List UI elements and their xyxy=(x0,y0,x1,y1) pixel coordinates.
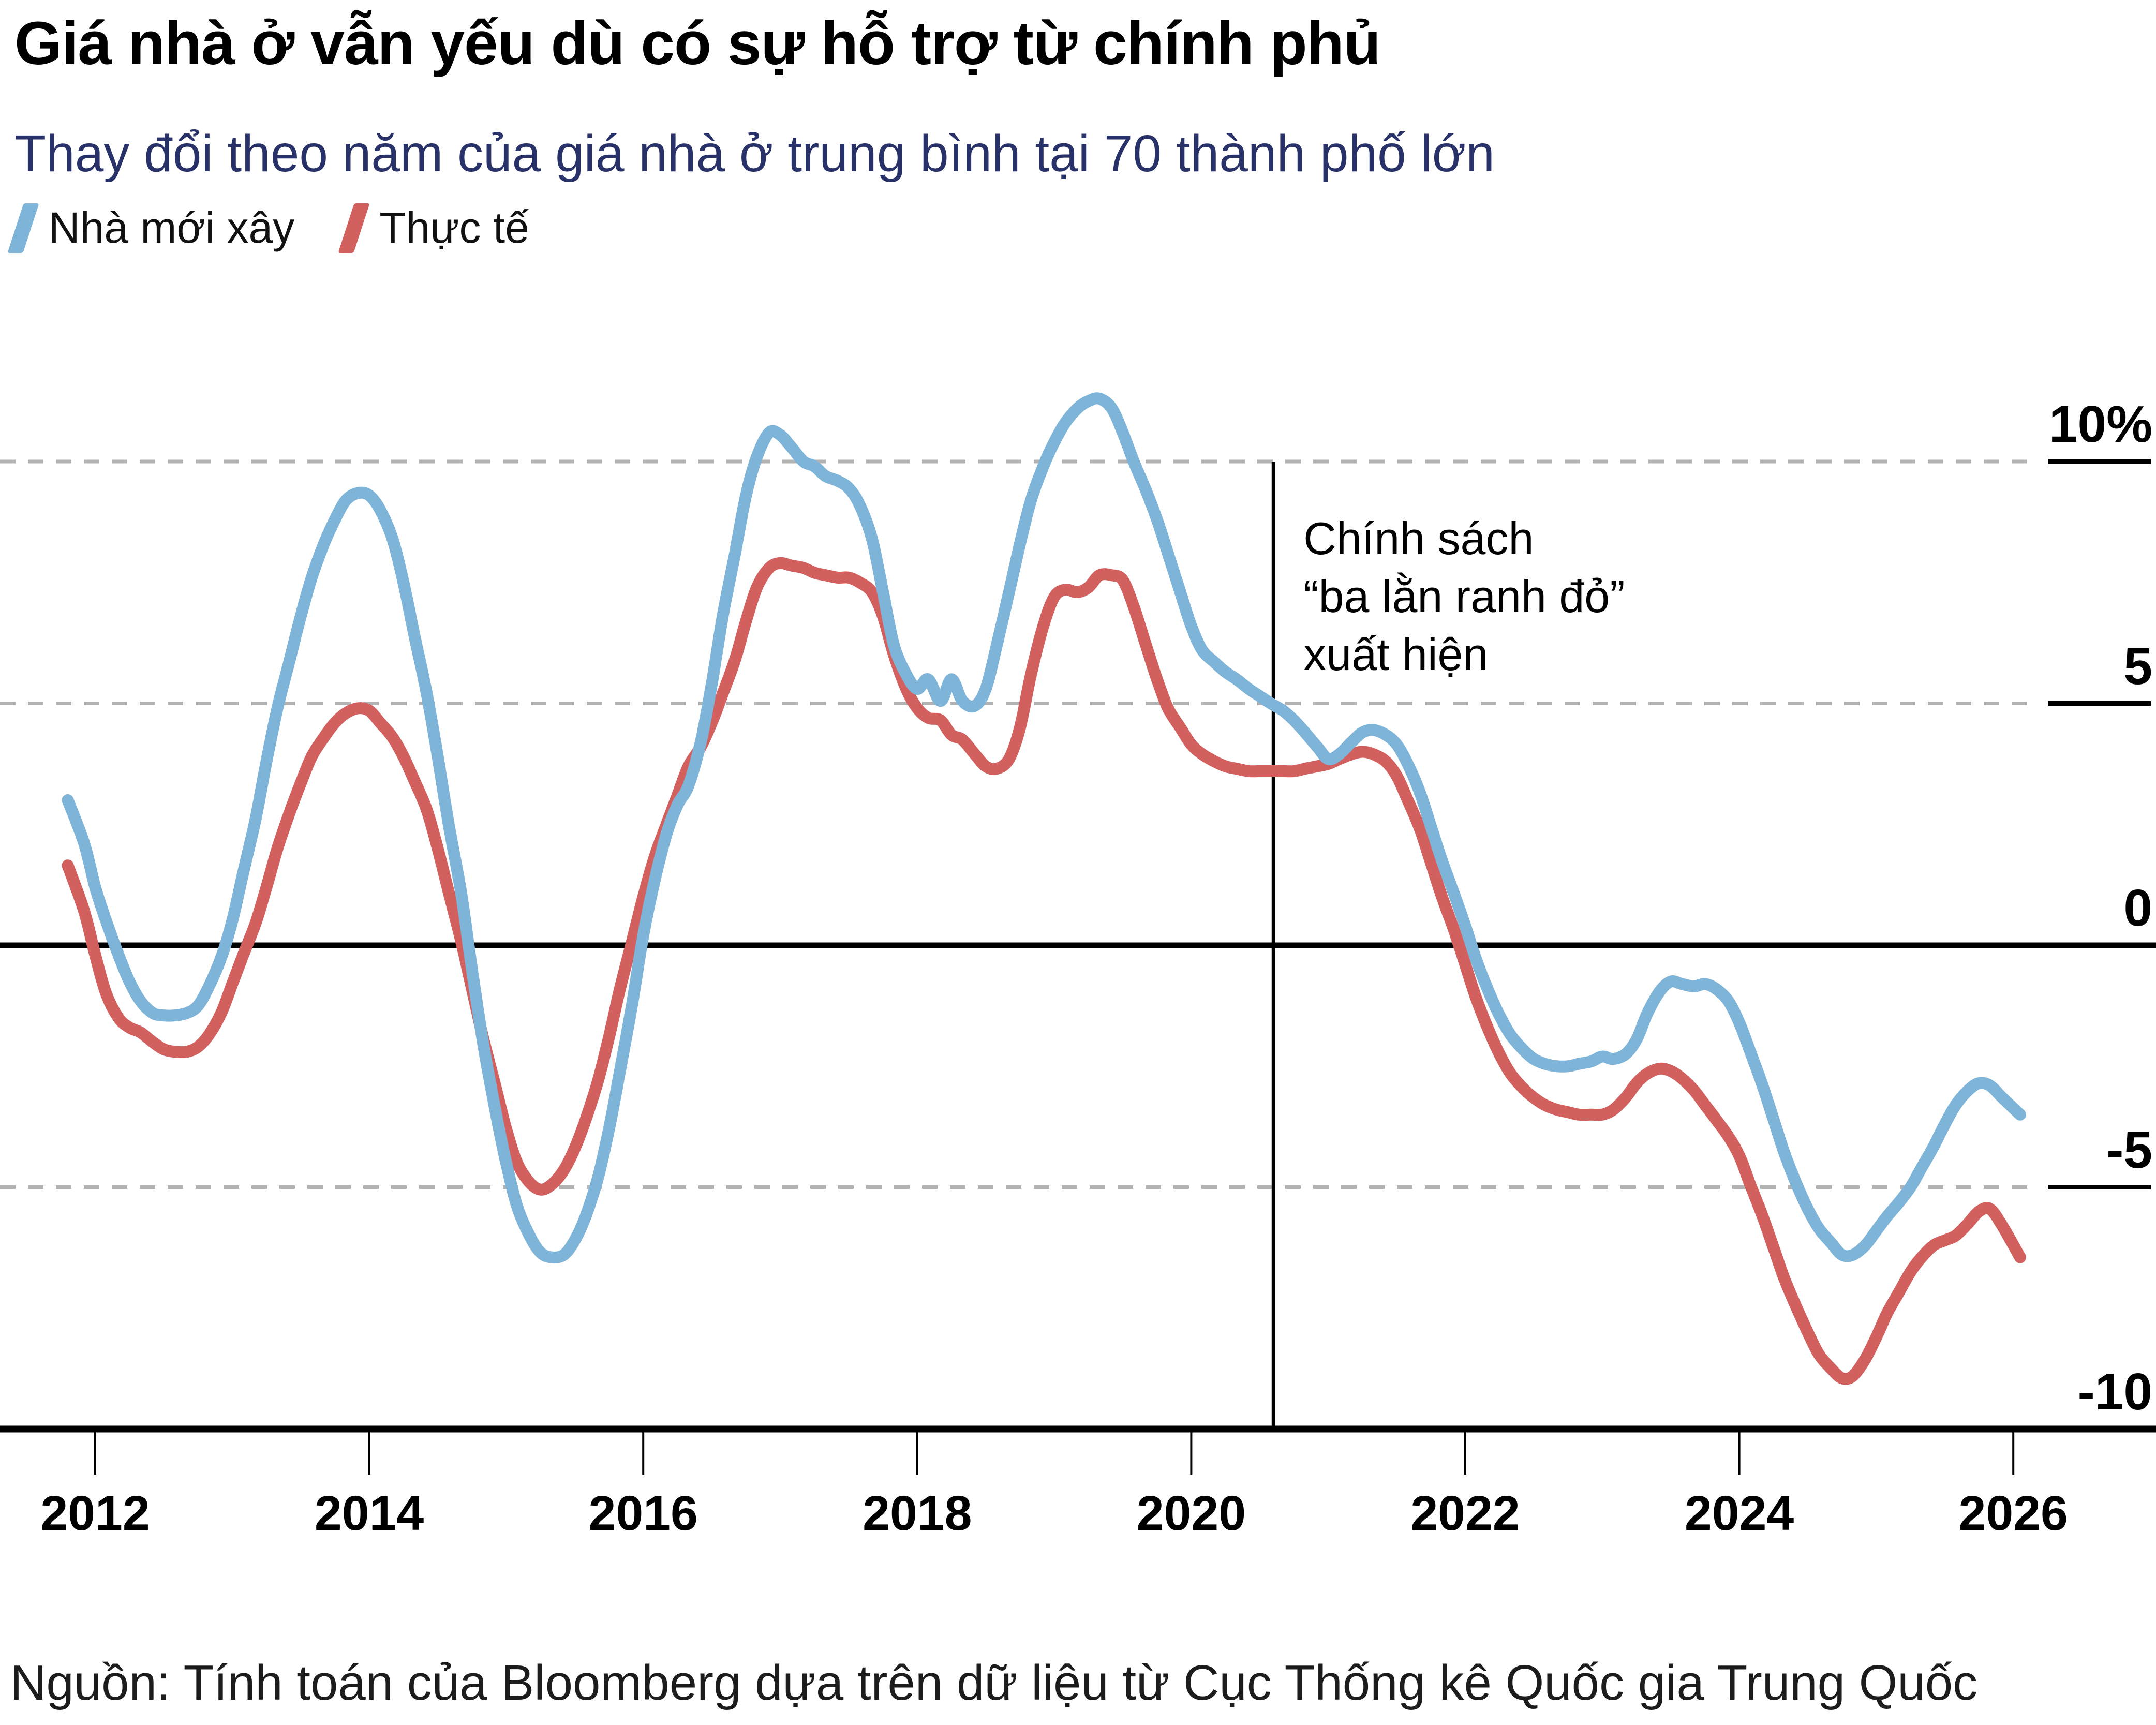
chart-subtitle: Thay đổi theo năm của giá nhà ở trung bì… xyxy=(14,125,1495,183)
page-title: Giá nhà ở vẫn yếu dù có sự hỗ trợ từ chí… xyxy=(14,9,1381,78)
event-annotation: Chính sách “ba lằn ranh đỏ” xuất hiện xyxy=(1303,510,1625,683)
x-axis-label: 2022 xyxy=(1410,1486,1520,1541)
x-axis-label: 2024 xyxy=(1684,1486,1794,1541)
x-axis-label: 2026 xyxy=(1958,1486,2068,1541)
x-axis-label: 2020 xyxy=(1136,1486,1246,1541)
legend: Nhà mới xây Thực tế xyxy=(7,203,529,253)
y-axis-label-10: 10% xyxy=(2048,395,2152,453)
legend-item-new-homes: Nhà mới xây xyxy=(7,203,295,253)
y-axis-label-neg5: -5 xyxy=(2106,1121,2152,1179)
source-note: Nguồn: Tính toán của Bloomberg dựa trên … xyxy=(10,1655,1978,1711)
y-axis-label-0: 0 xyxy=(2123,879,2152,937)
y-axis-label-neg10: -10 xyxy=(2077,1363,2152,1421)
x-axis-label: 2012 xyxy=(40,1486,150,1541)
x-axis-label: 2014 xyxy=(314,1486,424,1541)
y-axis-label-5: 5 xyxy=(2123,637,2152,695)
series-line-1 xyxy=(62,557,2026,1385)
legend-item-existing-homes: Thực tế xyxy=(338,203,529,253)
x-axis-label: 2018 xyxy=(863,1486,972,1541)
series-line-0 xyxy=(62,392,2026,1263)
annotation-line: Chính sách xyxy=(1303,513,1534,564)
legend-label: Thực tế xyxy=(379,203,529,252)
x-axis-label: 2016 xyxy=(588,1486,698,1541)
annotation-line: “ba lằn ranh đỏ” xyxy=(1303,570,1625,622)
annotation-line: xuất hiện xyxy=(1303,628,1489,680)
legend-label: Nhà mới xây xyxy=(49,203,295,252)
